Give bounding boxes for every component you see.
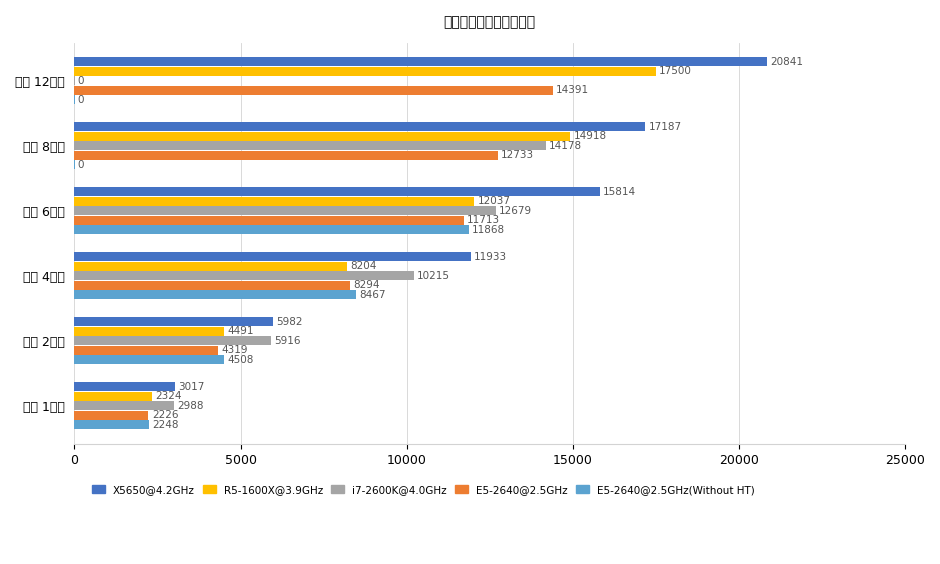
Bar [74, 86, 553, 95]
Bar [74, 197, 475, 206]
Text: 14391: 14391 [556, 85, 589, 95]
Text: 2988: 2988 [177, 401, 204, 411]
Bar [74, 142, 545, 150]
Text: 17187: 17187 [649, 122, 681, 132]
Text: 8204: 8204 [351, 261, 377, 271]
Bar [74, 392, 151, 400]
Text: 0: 0 [77, 95, 84, 105]
Text: 8467: 8467 [359, 290, 385, 300]
Bar [74, 67, 656, 76]
Text: 12733: 12733 [501, 151, 534, 160]
Text: 17500: 17500 [659, 66, 692, 76]
Bar [74, 327, 224, 336]
Legend: X5650@4.2GHz, R5-1600X@3.9GHz, i7-2600K@4.0GHz, E5-2640@2.5GHz, E5-2640@2.5GHz(W: X5650@4.2GHz, R5-1600X@3.9GHz, i7-2600K@… [87, 481, 759, 499]
Text: 10215: 10215 [417, 271, 450, 281]
Text: 14918: 14918 [573, 131, 606, 141]
Text: 2226: 2226 [151, 411, 179, 420]
Bar [74, 411, 149, 420]
Text: 8294: 8294 [353, 280, 380, 290]
Bar [74, 216, 463, 224]
Text: 0: 0 [77, 160, 84, 170]
Bar [74, 151, 497, 160]
Text: 5916: 5916 [274, 336, 301, 346]
Text: 11713: 11713 [467, 215, 500, 226]
Text: 2324: 2324 [155, 391, 181, 401]
Text: 4319: 4319 [221, 345, 248, 355]
Bar [74, 262, 347, 271]
Text: 12679: 12679 [499, 206, 532, 216]
Text: 3017: 3017 [178, 382, 204, 392]
Text: 11933: 11933 [475, 252, 508, 262]
Bar [74, 187, 600, 196]
Text: 14178: 14178 [549, 141, 582, 151]
Text: 4508: 4508 [227, 355, 254, 365]
Text: 20841: 20841 [770, 57, 803, 67]
Bar [74, 355, 225, 364]
Bar [74, 336, 271, 345]
Bar [74, 421, 149, 429]
Bar [74, 402, 174, 410]
Bar [74, 271, 414, 280]
Bar [74, 281, 350, 290]
Text: 5982: 5982 [276, 317, 303, 327]
Bar [74, 122, 646, 131]
Bar [74, 58, 767, 66]
Bar [74, 226, 469, 234]
Bar [74, 382, 175, 391]
Text: 12037: 12037 [478, 196, 510, 206]
Text: 0: 0 [77, 76, 84, 86]
Text: 2248: 2248 [152, 420, 179, 430]
Bar [74, 290, 355, 299]
Text: 4491: 4491 [227, 327, 254, 336]
Text: 15814: 15814 [603, 187, 636, 197]
Title: 弗里茨国际象棋基准测试: 弗里茨国际象棋基准测试 [444, 15, 536, 29]
Bar [74, 346, 218, 355]
Bar [74, 132, 570, 140]
Bar [74, 252, 471, 261]
Bar [74, 206, 495, 215]
Text: 11868: 11868 [472, 225, 505, 235]
Bar [74, 318, 274, 326]
